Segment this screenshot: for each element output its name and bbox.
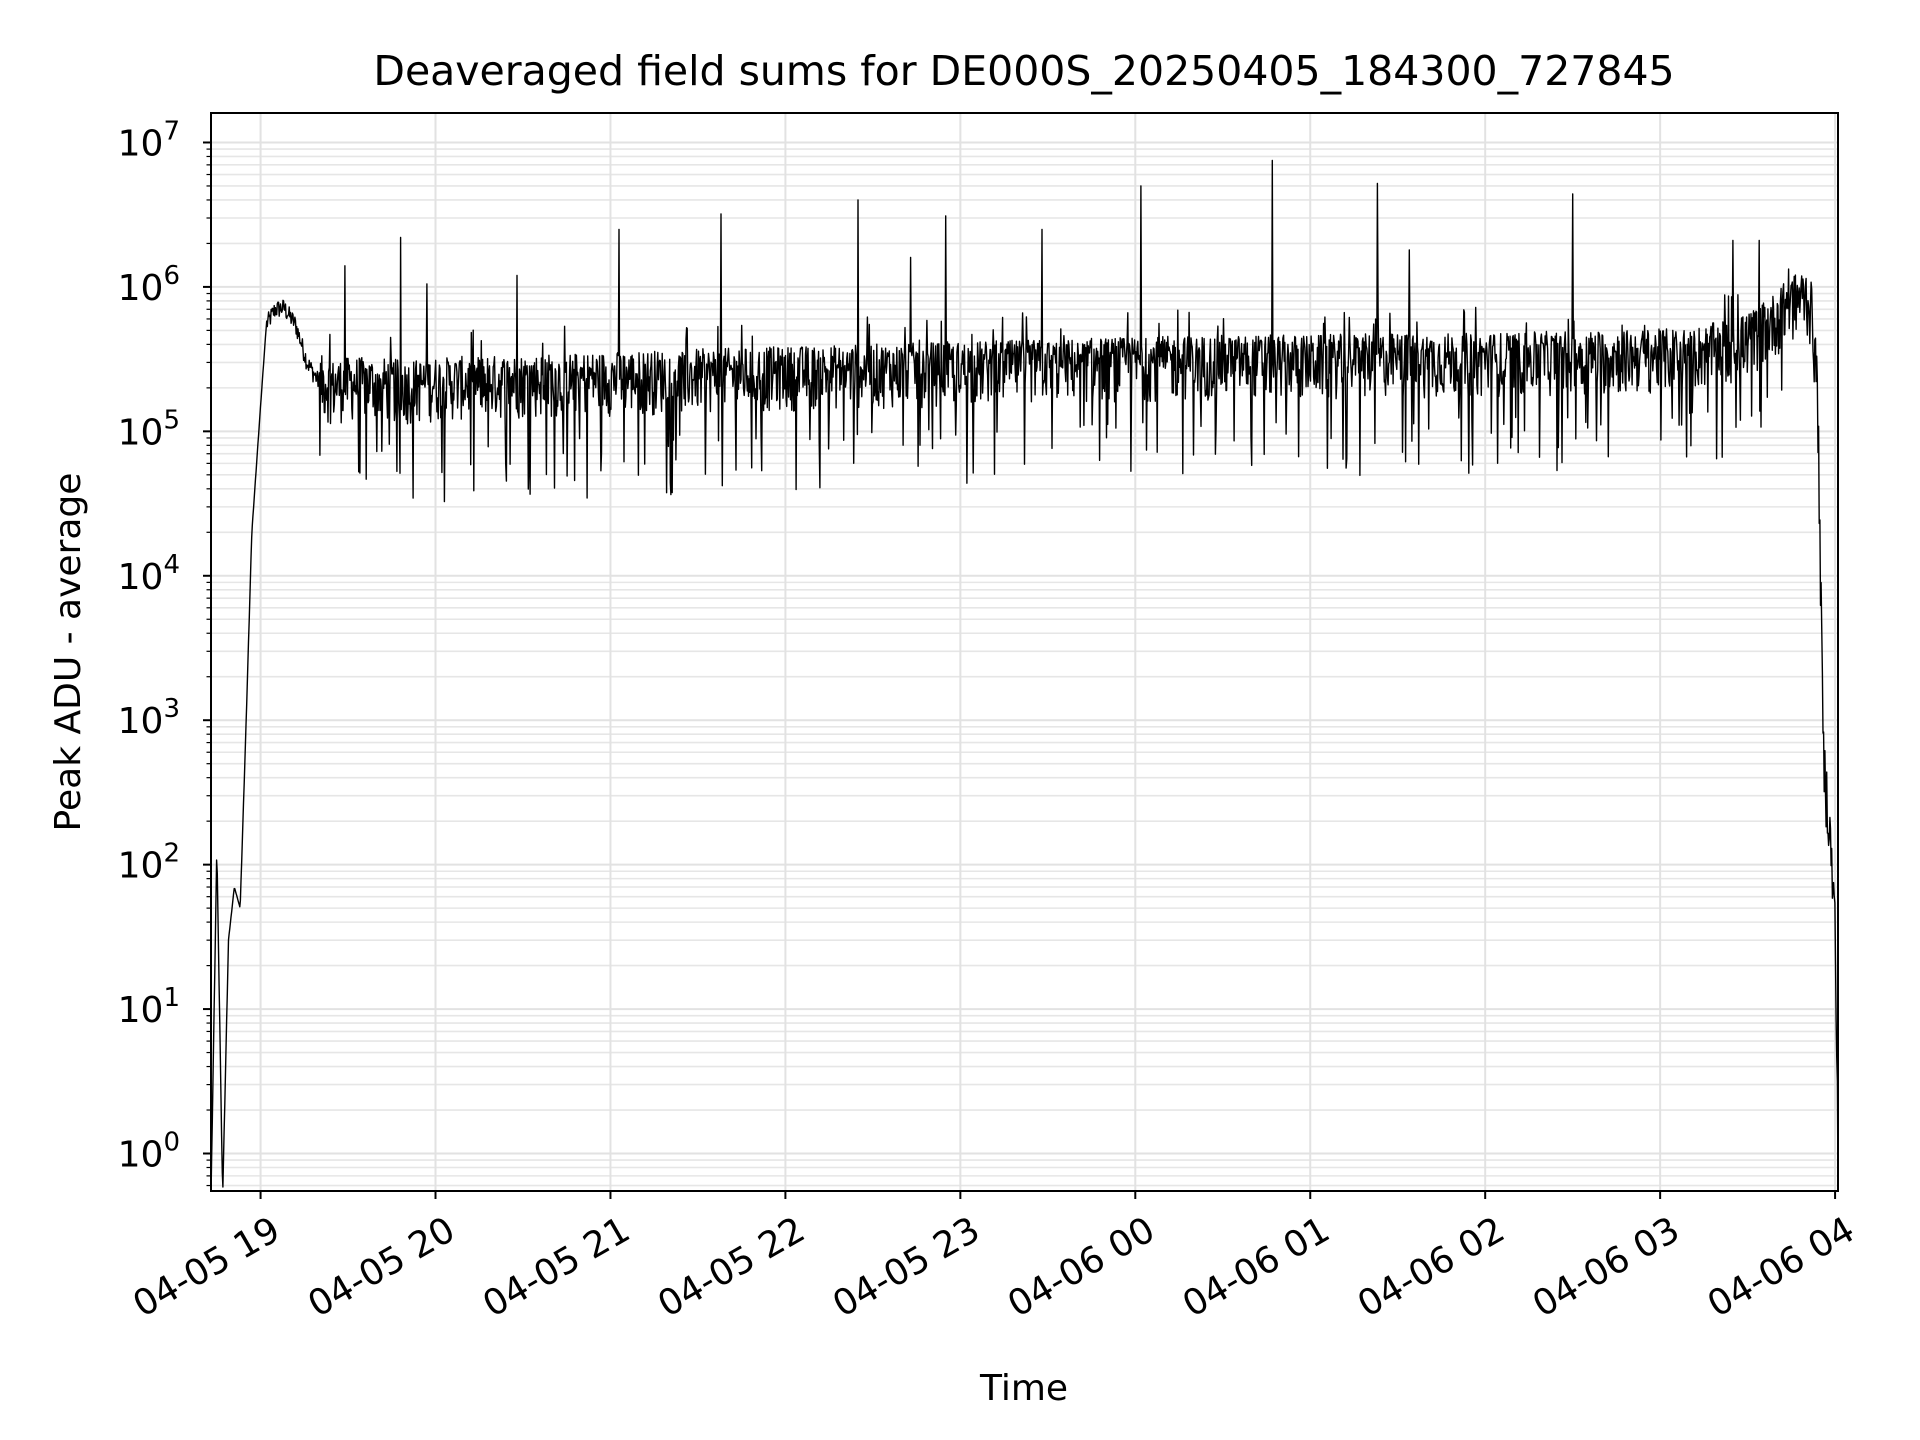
y-axis-label: Peak ADU - average	[48, 473, 89, 832]
plot-frame	[210, 112, 1839, 1192]
series-layer	[211, 159, 1838, 1191]
chart-title: Deaveraged field sums for DE000S_2025040…	[373, 47, 1674, 95]
series-line	[211, 159, 1838, 1191]
y-tick-label: 104	[118, 550, 180, 598]
y-tick-label: 100	[118, 1128, 180, 1176]
y-tick-label: 106	[118, 261, 180, 309]
y-tick-label: 101	[118, 983, 180, 1031]
y-tick-label: 102	[118, 839, 180, 887]
y-tick-label: 105	[118, 405, 180, 453]
y-tick-label: 107	[118, 116, 180, 164]
grid	[211, 113, 1838, 1191]
y-tick-label: 103	[118, 694, 180, 742]
x-axis-label: Time	[979, 1368, 1068, 1409]
